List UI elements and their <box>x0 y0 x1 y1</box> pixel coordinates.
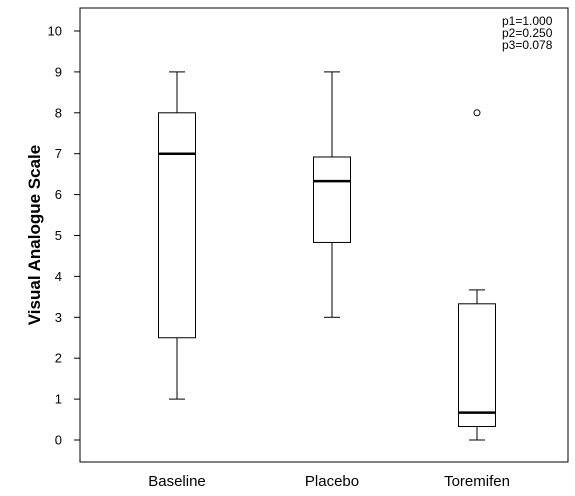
box-toremifen <box>458 109 496 441</box>
iqr-box <box>458 303 496 428</box>
outlier-point <box>473 109 481 117</box>
x-tick-label: Placebo <box>305 473 359 490</box>
y-tick-label: 3 <box>55 310 62 325</box>
y-axis-title: Visual Analogue Scale <box>25 145 44 325</box>
y-tick-label: 7 <box>55 146 62 161</box>
y-tick-label: 1 <box>55 392 62 407</box>
box-baseline <box>158 71 196 400</box>
p-values-annotation: p1=1.000 p2=0.250 p3=0.078 <box>502 14 553 52</box>
y-tick-label: 4 <box>55 269 62 284</box>
y-tick-label: 10 <box>48 24 62 39</box>
y-tick-label: 5 <box>55 228 62 243</box>
x-tick-label: Toremifen <box>444 473 510 490</box>
p-value-3: p3=0.078 <box>502 38 553 52</box>
iqr-box <box>313 156 351 243</box>
y-tick-label: 6 <box>55 187 62 202</box>
y-tick-label: 8 <box>55 105 62 120</box>
iqr-box <box>158 112 196 339</box>
p-value-2: p2=0.250 <box>502 26 553 40</box>
y-axis: 0 1 2 3 4 5 6 7 8 9 10 <box>48 24 80 448</box>
box-series <box>158 71 496 441</box>
x-tick-label: Baseline <box>148 473 206 490</box>
x-axis-labels: Baseline Placebo Toremifen <box>148 473 510 490</box>
p-value-1: p1=1.000 <box>502 14 553 28</box>
box-placebo <box>313 71 351 318</box>
y-tick-label: 0 <box>55 433 62 448</box>
y-tick-label: 2 <box>55 351 62 366</box>
y-tick-label: 9 <box>55 64 62 79</box>
